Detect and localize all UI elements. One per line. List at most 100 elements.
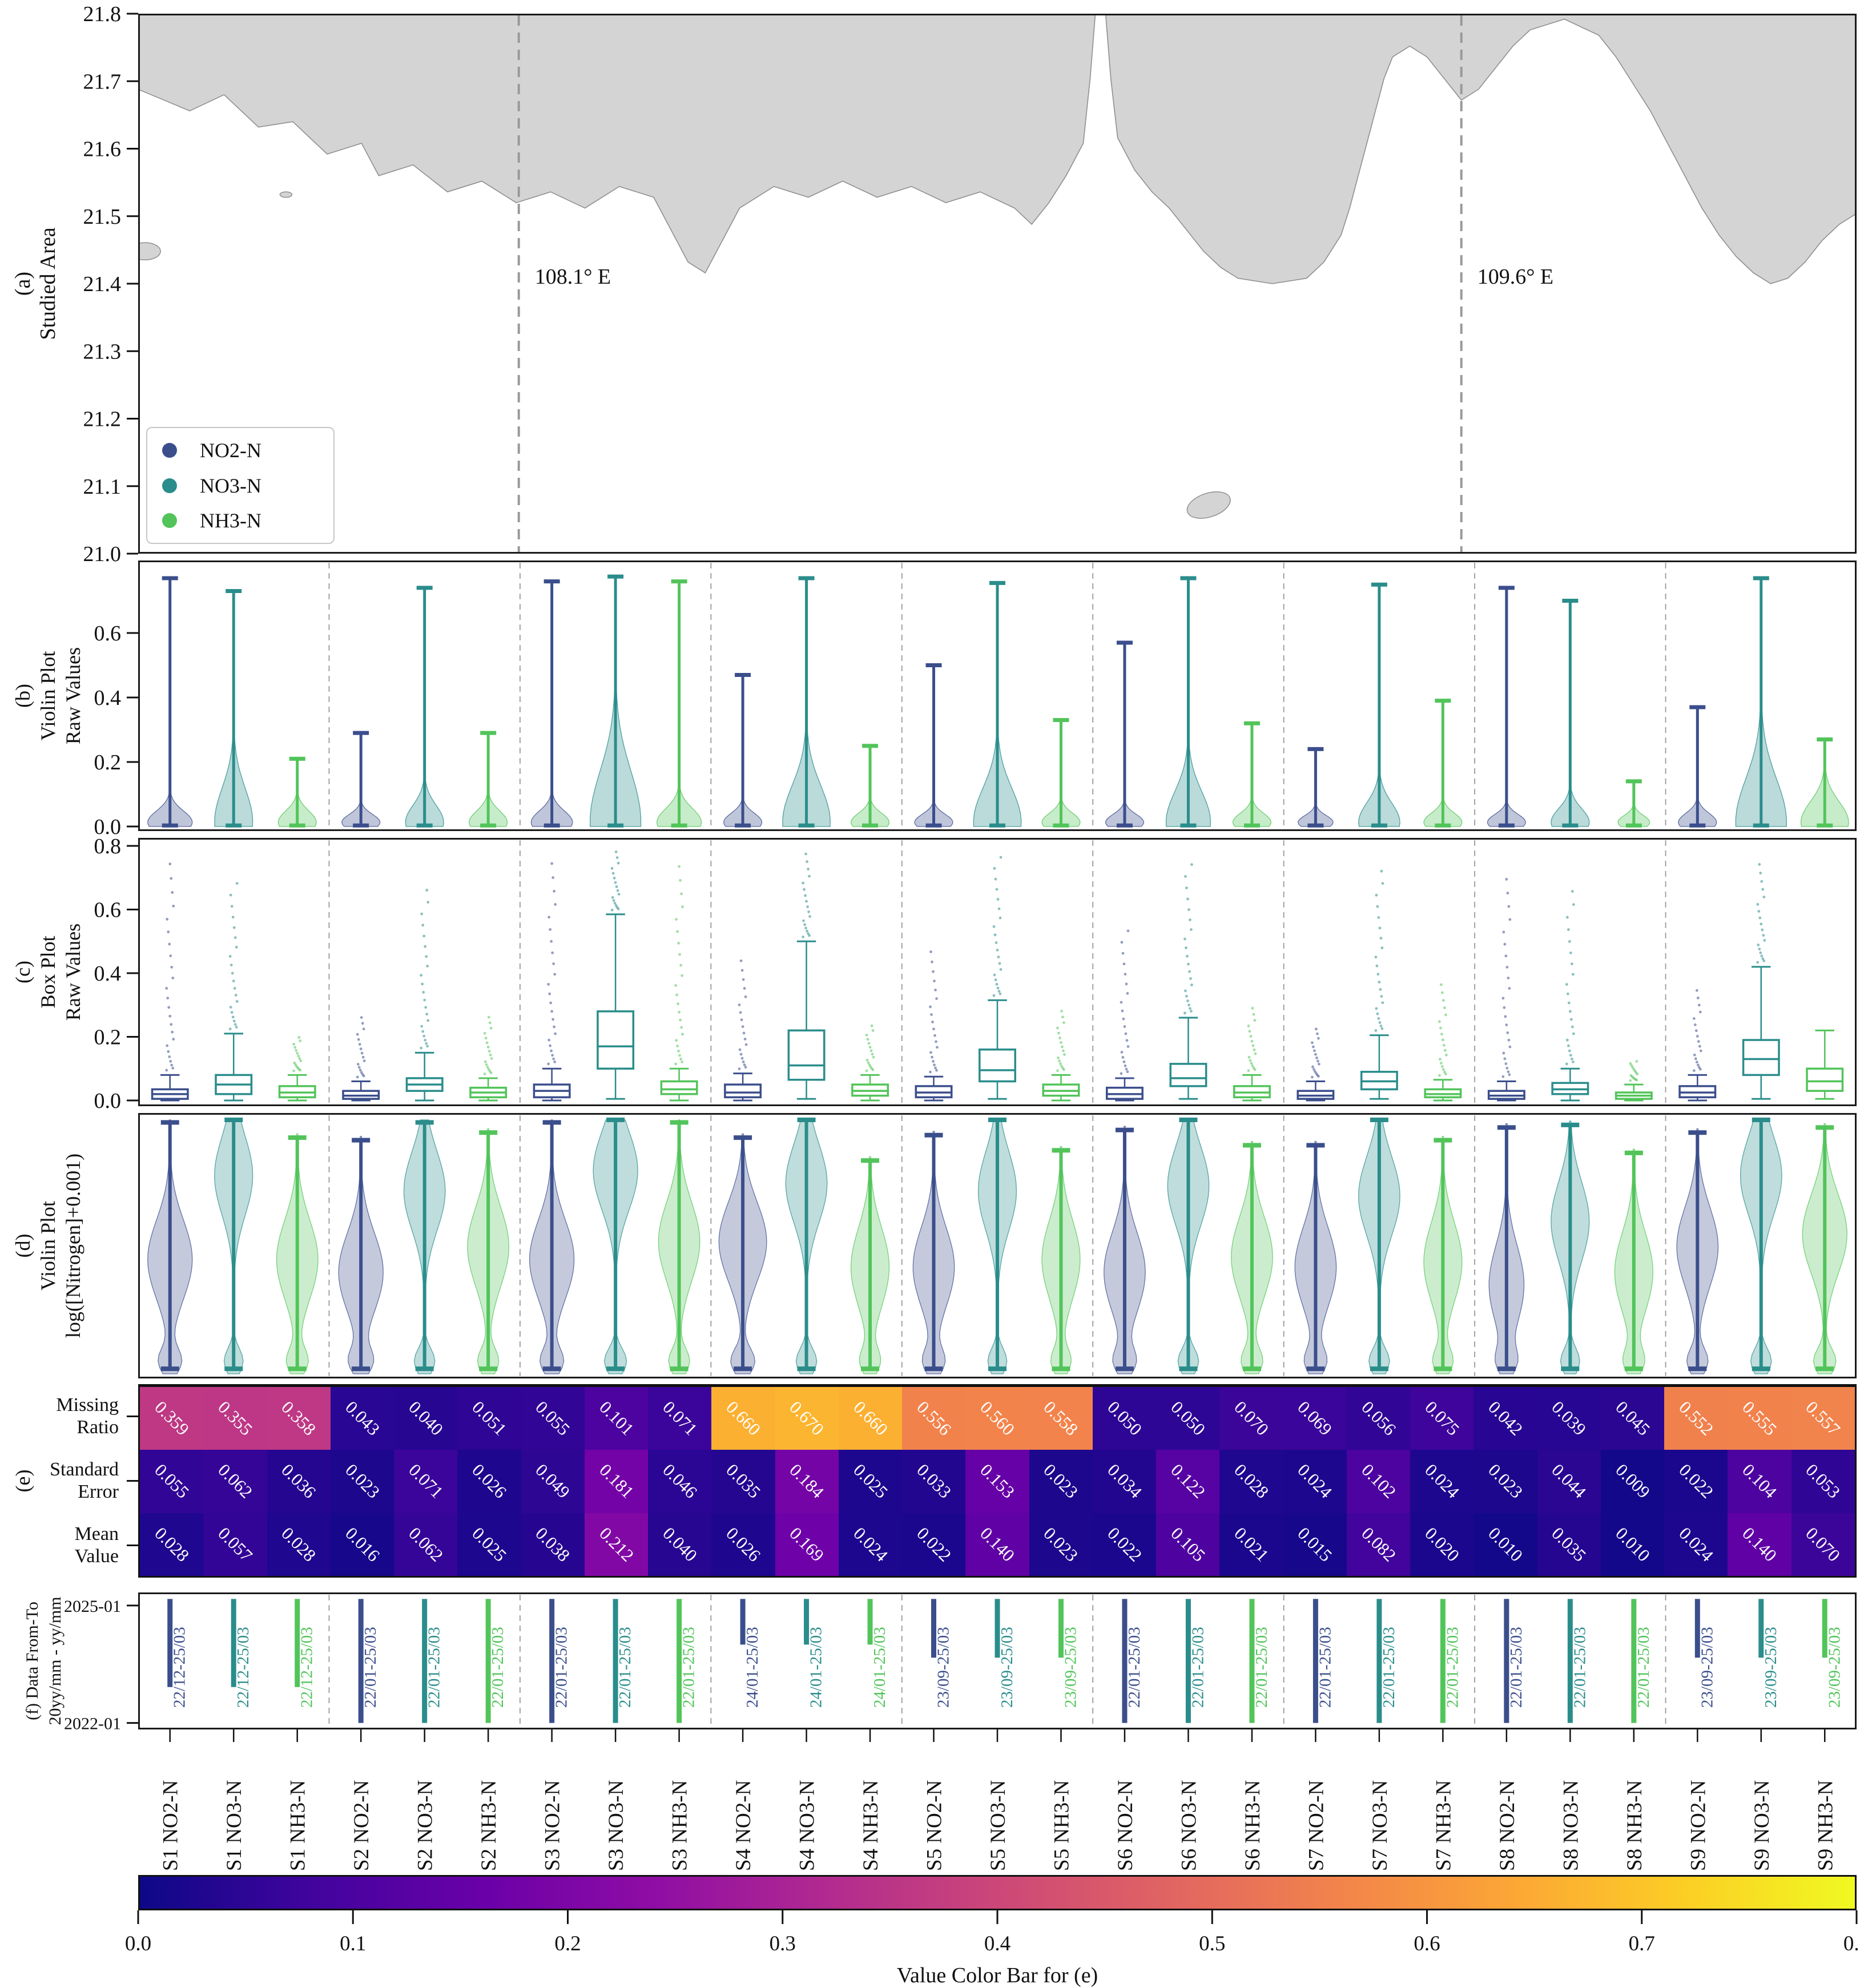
range-label-25: 23/09-25/03 (1762, 1627, 1780, 1708)
heatmap-value: 0.140 (976, 1523, 1019, 1566)
heatmap-value: 0.055 (150, 1460, 194, 1503)
heatmap-value: 0.020 (1421, 1523, 1464, 1566)
heatmap-cell-r2-c13: 0.140 (965, 1513, 1029, 1576)
heatmap-cell-r1-c7: 0.181 (584, 1450, 649, 1513)
panel-f-date-range: 22/12-25/03 22/12-25/03 22/12-25/03 22/01-2… (138, 1592, 1857, 1729)
range-label-15: 22/01-25/03 (1125, 1627, 1144, 1708)
heatmap-cell-r2-c21: 0.010 (1473, 1513, 1537, 1576)
heatmap-value: 0.070 (1230, 1397, 1273, 1439)
heatmap-value: 0.024 (849, 1523, 892, 1566)
heatmap-cell-r1-c8: 0.046 (648, 1450, 712, 1513)
heatmap-cell-r0-c13: 0.560 (965, 1387, 1029, 1450)
map-island (279, 191, 293, 198)
heatmap-value: 0.024 (1675, 1523, 1718, 1566)
heatmap-cell-r0-c2: 0.358 (267, 1387, 331, 1450)
range-label-18: 22/01-25/03 (1316, 1627, 1334, 1708)
heatmap-cell-r1-c14: 0.023 (1029, 1450, 1093, 1513)
heatmap-value: 0.105 (1167, 1523, 1210, 1566)
x-label-24: S9 NO2-N (1686, 1780, 1710, 1871)
range-label-19: 22/01-25/03 (1380, 1627, 1398, 1708)
heatmap-value: 0.044 (1548, 1460, 1591, 1503)
legend-label: NO3-N (200, 474, 261, 497)
heatmap-value: 0.043 (341, 1397, 384, 1439)
map-ytick: 21.7 (83, 70, 122, 94)
heatmap-value: 0.053 (1802, 1460, 1845, 1503)
map-ytick: 21.4 (83, 272, 122, 296)
heatmap-value: 0.015 (1294, 1523, 1336, 1566)
map-ytick: 21.8 (83, 2, 122, 26)
colorbar-tick: 0.5 (1199, 1932, 1225, 1955)
heatmap-value: 0.028 (277, 1523, 320, 1566)
heatmap-cell-r2-c3: 0.016 (330, 1513, 394, 1576)
heatmap-cell-r2-c4: 0.062 (394, 1513, 458, 1576)
heatmap-value: 0.555 (1738, 1397, 1781, 1439)
heatmap-cell-r0-c7: 0.101 (584, 1387, 649, 1450)
heatmap-cell-r0-c3: 0.043 (330, 1387, 394, 1450)
heatmap-value: 0.660 (849, 1397, 892, 1439)
heatmap-value: 0.040 (404, 1397, 448, 1439)
x-label-10: S4 NO3-N (796, 1780, 819, 1871)
x-label-15: S6 NO2-N (1114, 1780, 1137, 1871)
heatmap-cell-r1-c10: 0.184 (775, 1450, 839, 1513)
heatmap-value: 0.670 (786, 1397, 828, 1439)
range-label-3: 22/01-25/03 (361, 1627, 380, 1708)
heatmap-cell-r0-c5: 0.051 (457, 1387, 521, 1450)
heatmap-cell-r0-c24: 0.552 (1664, 1387, 1728, 1450)
colorbar-tick: 0.6 (1414, 1932, 1440, 1955)
colorbar (138, 1875, 1857, 1910)
heatmap-value: 0.169 (786, 1523, 828, 1566)
range-label-26: 23/09-25/03 (1825, 1627, 1843, 1708)
heatmap-cell-r2-c16: 0.105 (1156, 1513, 1220, 1576)
box-c-7 (597, 1010, 635, 1070)
heatmap-cell-r0-c1: 0.355 (203, 1387, 267, 1450)
range-label-1: 22/12-25/03 (234, 1627, 252, 1708)
heatmap-cell-r2-c7: 0.212 (584, 1513, 649, 1576)
x-label-1: S1 NO3-N (223, 1780, 246, 1871)
range-label-17: 22/01-25/03 (1253, 1627, 1271, 1708)
heatmap-cell-r1-c16: 0.122 (1156, 1450, 1220, 1513)
panel-label-line: Studied Area (36, 227, 60, 340)
heatmap-cell-r2-c26: 0.070 (1791, 1513, 1855, 1576)
heatmap-value: 0.082 (1357, 1523, 1400, 1566)
heatmap-value: 0.022 (1103, 1523, 1146, 1566)
heatmap-value: 0.038 (532, 1523, 574, 1566)
box-c-25 (1742, 1039, 1780, 1076)
heatmap-value: 0.050 (1167, 1397, 1210, 1439)
colorbar-tick: 0.7 (1629, 1932, 1655, 1955)
heatmap-cell-r1-c24: 0.022 (1664, 1450, 1728, 1513)
heatmap-cell-r1-c1: 0.062 (203, 1450, 267, 1513)
map-ytick: 21.2 (83, 408, 122, 432)
heatmap-value: 0.104 (1738, 1460, 1781, 1503)
heatmap-cell-r2-c10: 0.169 (775, 1513, 839, 1576)
x-label-22: S8 NO3-N (1559, 1780, 1583, 1871)
legend-label: NO2-N (200, 439, 261, 462)
heatmap-value: 0.660 (722, 1397, 765, 1439)
heatmap-grid: 0.359 0.355 0.358 0.043 0.040 0.051 0.055 0.101… (138, 1384, 1857, 1578)
map-land (138, 14, 1857, 284)
heatmap-cell-r2-c11: 0.024 (838, 1513, 903, 1576)
heatmap-value: 0.075 (1421, 1397, 1464, 1439)
map-island (138, 242, 161, 261)
heatmap-value: 0.056 (1357, 1397, 1400, 1439)
heatmap-value: 0.028 (1230, 1460, 1273, 1503)
heatmap-value: 0.062 (214, 1460, 257, 1503)
heatmap-cell-r2-c1: 0.057 (203, 1513, 267, 1576)
heatmap-value: 0.557 (1802, 1397, 1845, 1439)
range-label-12: 23/09-25/03 (935, 1627, 953, 1708)
map-island (1186, 491, 1231, 519)
heatmap-cell-r2-c6: 0.038 (521, 1513, 585, 1576)
c-ytick: 0.8 (94, 834, 122, 858)
range-label-14: 23/09-25/03 (1061, 1627, 1080, 1708)
heatmap-cell-r1-c0: 0.055 (140, 1450, 204, 1513)
heatmap-value: 0.040 (659, 1523, 702, 1566)
c-ytick: 0.0 (94, 1089, 122, 1113)
heatmap-cell-r0-c10: 0.670 (775, 1387, 839, 1450)
x-label-6: S3 NO2-N (541, 1780, 565, 1871)
heatmap-cell-r2-c0: 0.028 (140, 1513, 204, 1576)
heatmap-value: 0.025 (468, 1523, 511, 1566)
range-label-16: 22/01-25/03 (1189, 1627, 1207, 1708)
heatmap-value: 0.055 (532, 1397, 574, 1439)
heatmap-cell-r1-c11: 0.025 (838, 1450, 903, 1513)
heatmap-cell-r0-c9: 0.660 (711, 1387, 775, 1450)
range-label-10: 24/01-25/03 (807, 1627, 826, 1708)
